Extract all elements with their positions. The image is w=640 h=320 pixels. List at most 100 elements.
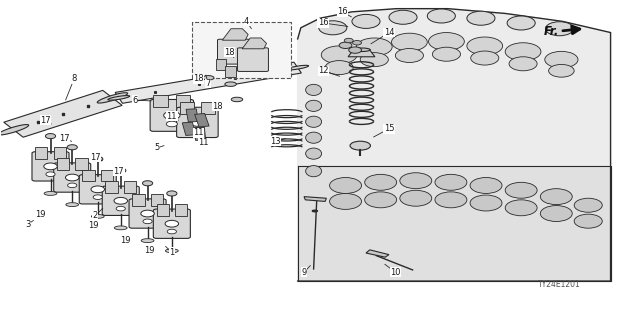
- Ellipse shape: [97, 93, 127, 103]
- Circle shape: [93, 195, 102, 199]
- Circle shape: [365, 174, 397, 190]
- Circle shape: [192, 128, 203, 133]
- Bar: [192, 22, 291, 78]
- Circle shape: [166, 121, 177, 127]
- Text: Fr.: Fr.: [544, 25, 559, 37]
- Text: 8: 8: [72, 74, 77, 83]
- Circle shape: [116, 168, 126, 173]
- Ellipse shape: [44, 192, 57, 196]
- Text: 16: 16: [318, 19, 328, 28]
- Polygon shape: [201, 102, 215, 114]
- Ellipse shape: [225, 82, 236, 86]
- Polygon shape: [175, 95, 190, 107]
- Circle shape: [505, 43, 541, 60]
- Circle shape: [540, 189, 572, 204]
- Polygon shape: [157, 204, 169, 216]
- Text: 15: 15: [384, 124, 394, 133]
- Polygon shape: [57, 158, 69, 170]
- Bar: [186, 109, 198, 122]
- Circle shape: [470, 195, 502, 211]
- Circle shape: [540, 205, 572, 221]
- Text: 19: 19: [88, 221, 99, 230]
- FancyBboxPatch shape: [32, 152, 69, 181]
- Circle shape: [45, 133, 56, 139]
- Text: 19: 19: [35, 210, 45, 219]
- Polygon shape: [242, 38, 266, 49]
- Text: 19: 19: [120, 236, 131, 245]
- Bar: [194, 127, 205, 140]
- Circle shape: [400, 173, 432, 189]
- Ellipse shape: [202, 76, 214, 80]
- Ellipse shape: [306, 148, 321, 159]
- Bar: [216, 59, 226, 70]
- Bar: [225, 66, 236, 77]
- Ellipse shape: [0, 124, 29, 135]
- Text: 14: 14: [384, 28, 394, 37]
- Circle shape: [165, 220, 179, 227]
- Ellipse shape: [115, 226, 127, 230]
- Circle shape: [507, 16, 535, 30]
- Text: 17: 17: [60, 134, 70, 143]
- Circle shape: [545, 22, 573, 36]
- Bar: [182, 122, 196, 135]
- Circle shape: [574, 198, 602, 212]
- Circle shape: [67, 145, 77, 150]
- Circle shape: [505, 182, 537, 198]
- Text: 9: 9: [301, 268, 307, 277]
- Text: 13: 13: [270, 137, 280, 146]
- Polygon shape: [124, 181, 136, 193]
- Polygon shape: [348, 50, 375, 57]
- Polygon shape: [76, 158, 88, 170]
- FancyBboxPatch shape: [54, 163, 91, 192]
- Text: 19: 19: [143, 246, 154, 255]
- Text: 6: 6: [132, 96, 138, 105]
- Text: 11: 11: [198, 138, 209, 147]
- Text: 17: 17: [90, 153, 100, 162]
- Polygon shape: [180, 102, 194, 114]
- Circle shape: [116, 206, 125, 211]
- Circle shape: [349, 47, 362, 53]
- Circle shape: [360, 52, 388, 67]
- Ellipse shape: [353, 48, 370, 52]
- Circle shape: [400, 190, 432, 206]
- Circle shape: [143, 219, 152, 224]
- Circle shape: [319, 21, 347, 35]
- Polygon shape: [154, 95, 168, 107]
- Polygon shape: [222, 29, 248, 40]
- Circle shape: [428, 9, 456, 23]
- Circle shape: [46, 172, 55, 177]
- Text: 5: 5: [154, 143, 160, 152]
- Circle shape: [93, 156, 103, 162]
- Circle shape: [548, 64, 574, 77]
- Circle shape: [467, 37, 502, 55]
- Circle shape: [325, 60, 353, 75]
- Polygon shape: [298, 166, 611, 281]
- Text: 16: 16: [337, 7, 348, 16]
- Circle shape: [505, 200, 537, 216]
- Text: TY24E1201: TY24E1201: [538, 280, 581, 289]
- Circle shape: [392, 33, 428, 51]
- Polygon shape: [35, 147, 47, 158]
- Text: 18: 18: [193, 74, 204, 83]
- Ellipse shape: [306, 132, 321, 143]
- Text: 1: 1: [169, 248, 175, 257]
- Ellipse shape: [306, 100, 321, 111]
- Ellipse shape: [350, 141, 371, 150]
- Text: 18: 18: [212, 102, 223, 111]
- Circle shape: [353, 41, 362, 45]
- Circle shape: [389, 10, 417, 24]
- Circle shape: [344, 38, 353, 43]
- Circle shape: [356, 38, 392, 56]
- Ellipse shape: [312, 210, 317, 212]
- Circle shape: [330, 178, 362, 194]
- Circle shape: [339, 42, 352, 49]
- Circle shape: [365, 192, 397, 208]
- Polygon shape: [115, 62, 301, 103]
- Ellipse shape: [306, 84, 321, 95]
- Text: 11: 11: [166, 112, 177, 121]
- Text: 2: 2: [93, 211, 98, 220]
- FancyBboxPatch shape: [218, 39, 250, 64]
- Circle shape: [470, 51, 499, 65]
- Circle shape: [574, 214, 602, 228]
- Circle shape: [470, 178, 502, 194]
